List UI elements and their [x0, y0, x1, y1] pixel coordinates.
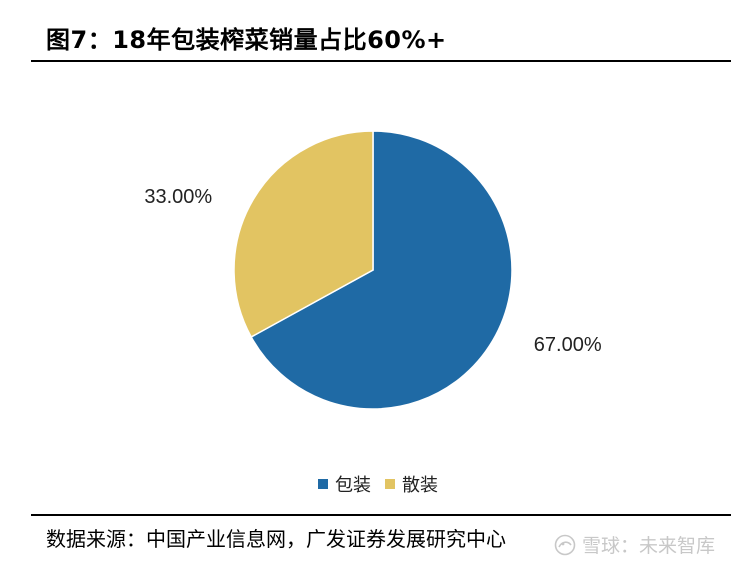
legend-item-packaged: 包装: [318, 471, 371, 497]
watermark-text: 雪球：未来智库: [582, 535, 716, 557]
data-source-note: 数据来源：中国产业信息网，广发证券发展研究中心: [46, 527, 506, 551]
slice-label-packaged: 67.00%: [534, 334, 602, 356]
title-divider: [31, 60, 731, 62]
legend-swatch-packaged: [318, 479, 328, 489]
legend-label-packaged: 包装: [335, 475, 371, 496]
pie-slice-bulk: [233, 130, 374, 338]
pie-slice-packaged: [250, 130, 513, 410]
snowball-logo-icon: [554, 534, 576, 555]
chart-title: 图7：18年包装榨菜销量占比60%+: [46, 26, 447, 54]
legend-swatch-bulk: [385, 479, 395, 489]
legend-item-bulk: 散装: [385, 471, 438, 497]
legend-label-bulk: 散装: [402, 475, 438, 496]
chart-legend: 包装 散装: [318, 471, 452, 497]
slice-label-bulk: 33.00%: [144, 186, 212, 208]
source-divider: [31, 514, 731, 516]
watermark: 雪球：未来智库: [554, 531, 715, 558]
